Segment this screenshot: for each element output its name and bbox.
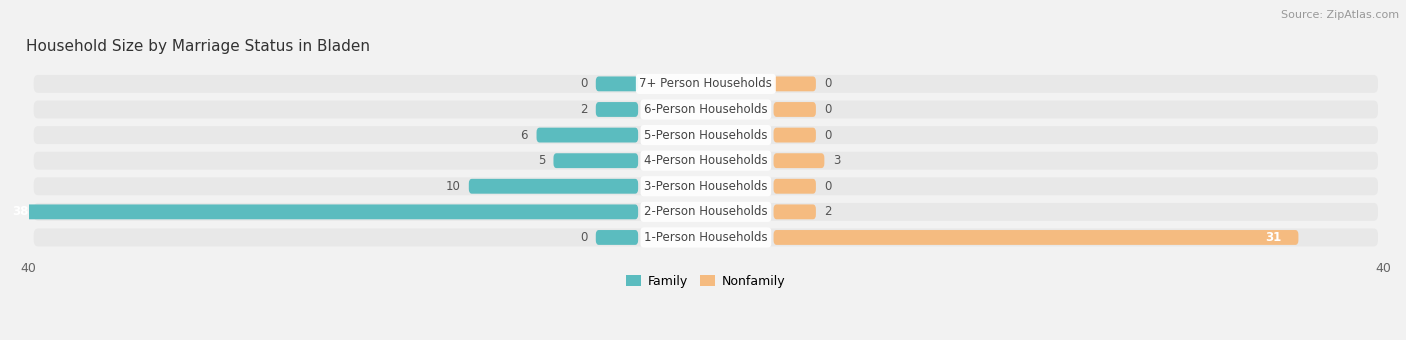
Text: 5-Person Households: 5-Person Households bbox=[644, 129, 768, 141]
FancyBboxPatch shape bbox=[773, 179, 815, 194]
FancyBboxPatch shape bbox=[34, 228, 1378, 246]
FancyBboxPatch shape bbox=[773, 204, 815, 219]
FancyBboxPatch shape bbox=[773, 128, 815, 142]
Text: 4-Person Households: 4-Person Households bbox=[644, 154, 768, 167]
Text: 0: 0 bbox=[824, 78, 832, 90]
FancyBboxPatch shape bbox=[34, 101, 1378, 118]
Text: 2: 2 bbox=[824, 205, 832, 218]
Text: 3: 3 bbox=[832, 154, 841, 167]
FancyBboxPatch shape bbox=[596, 102, 638, 117]
FancyBboxPatch shape bbox=[34, 177, 1378, 195]
Text: 2: 2 bbox=[579, 103, 588, 116]
FancyBboxPatch shape bbox=[773, 230, 1298, 245]
FancyBboxPatch shape bbox=[34, 152, 1378, 170]
FancyBboxPatch shape bbox=[554, 153, 638, 168]
FancyBboxPatch shape bbox=[596, 230, 638, 245]
Text: 0: 0 bbox=[824, 180, 832, 193]
Legend: Family, Nonfamily: Family, Nonfamily bbox=[621, 270, 790, 293]
Text: 0: 0 bbox=[579, 78, 588, 90]
Text: Household Size by Marriage Status in Bladen: Household Size by Marriage Status in Bla… bbox=[25, 39, 370, 54]
Text: Source: ZipAtlas.com: Source: ZipAtlas.com bbox=[1281, 10, 1399, 20]
FancyBboxPatch shape bbox=[0, 204, 638, 219]
Text: 1-Person Households: 1-Person Households bbox=[644, 231, 768, 244]
FancyBboxPatch shape bbox=[596, 76, 638, 91]
Text: 2-Person Households: 2-Person Households bbox=[644, 205, 768, 218]
Text: 38: 38 bbox=[11, 205, 28, 218]
Text: 6: 6 bbox=[520, 129, 529, 141]
FancyBboxPatch shape bbox=[773, 102, 815, 117]
Text: 0: 0 bbox=[579, 231, 588, 244]
Text: 10: 10 bbox=[446, 180, 460, 193]
Text: 31: 31 bbox=[1265, 231, 1281, 244]
FancyBboxPatch shape bbox=[773, 153, 824, 168]
FancyBboxPatch shape bbox=[34, 203, 1378, 221]
FancyBboxPatch shape bbox=[34, 75, 1378, 93]
FancyBboxPatch shape bbox=[468, 179, 638, 194]
FancyBboxPatch shape bbox=[773, 76, 815, 91]
Text: 3-Person Households: 3-Person Households bbox=[644, 180, 768, 193]
Text: 0: 0 bbox=[824, 103, 832, 116]
Text: 0: 0 bbox=[824, 129, 832, 141]
FancyBboxPatch shape bbox=[34, 126, 1378, 144]
Text: 5: 5 bbox=[537, 154, 546, 167]
Text: 7+ Person Households: 7+ Person Households bbox=[640, 78, 772, 90]
Text: 6-Person Households: 6-Person Households bbox=[644, 103, 768, 116]
FancyBboxPatch shape bbox=[537, 128, 638, 142]
